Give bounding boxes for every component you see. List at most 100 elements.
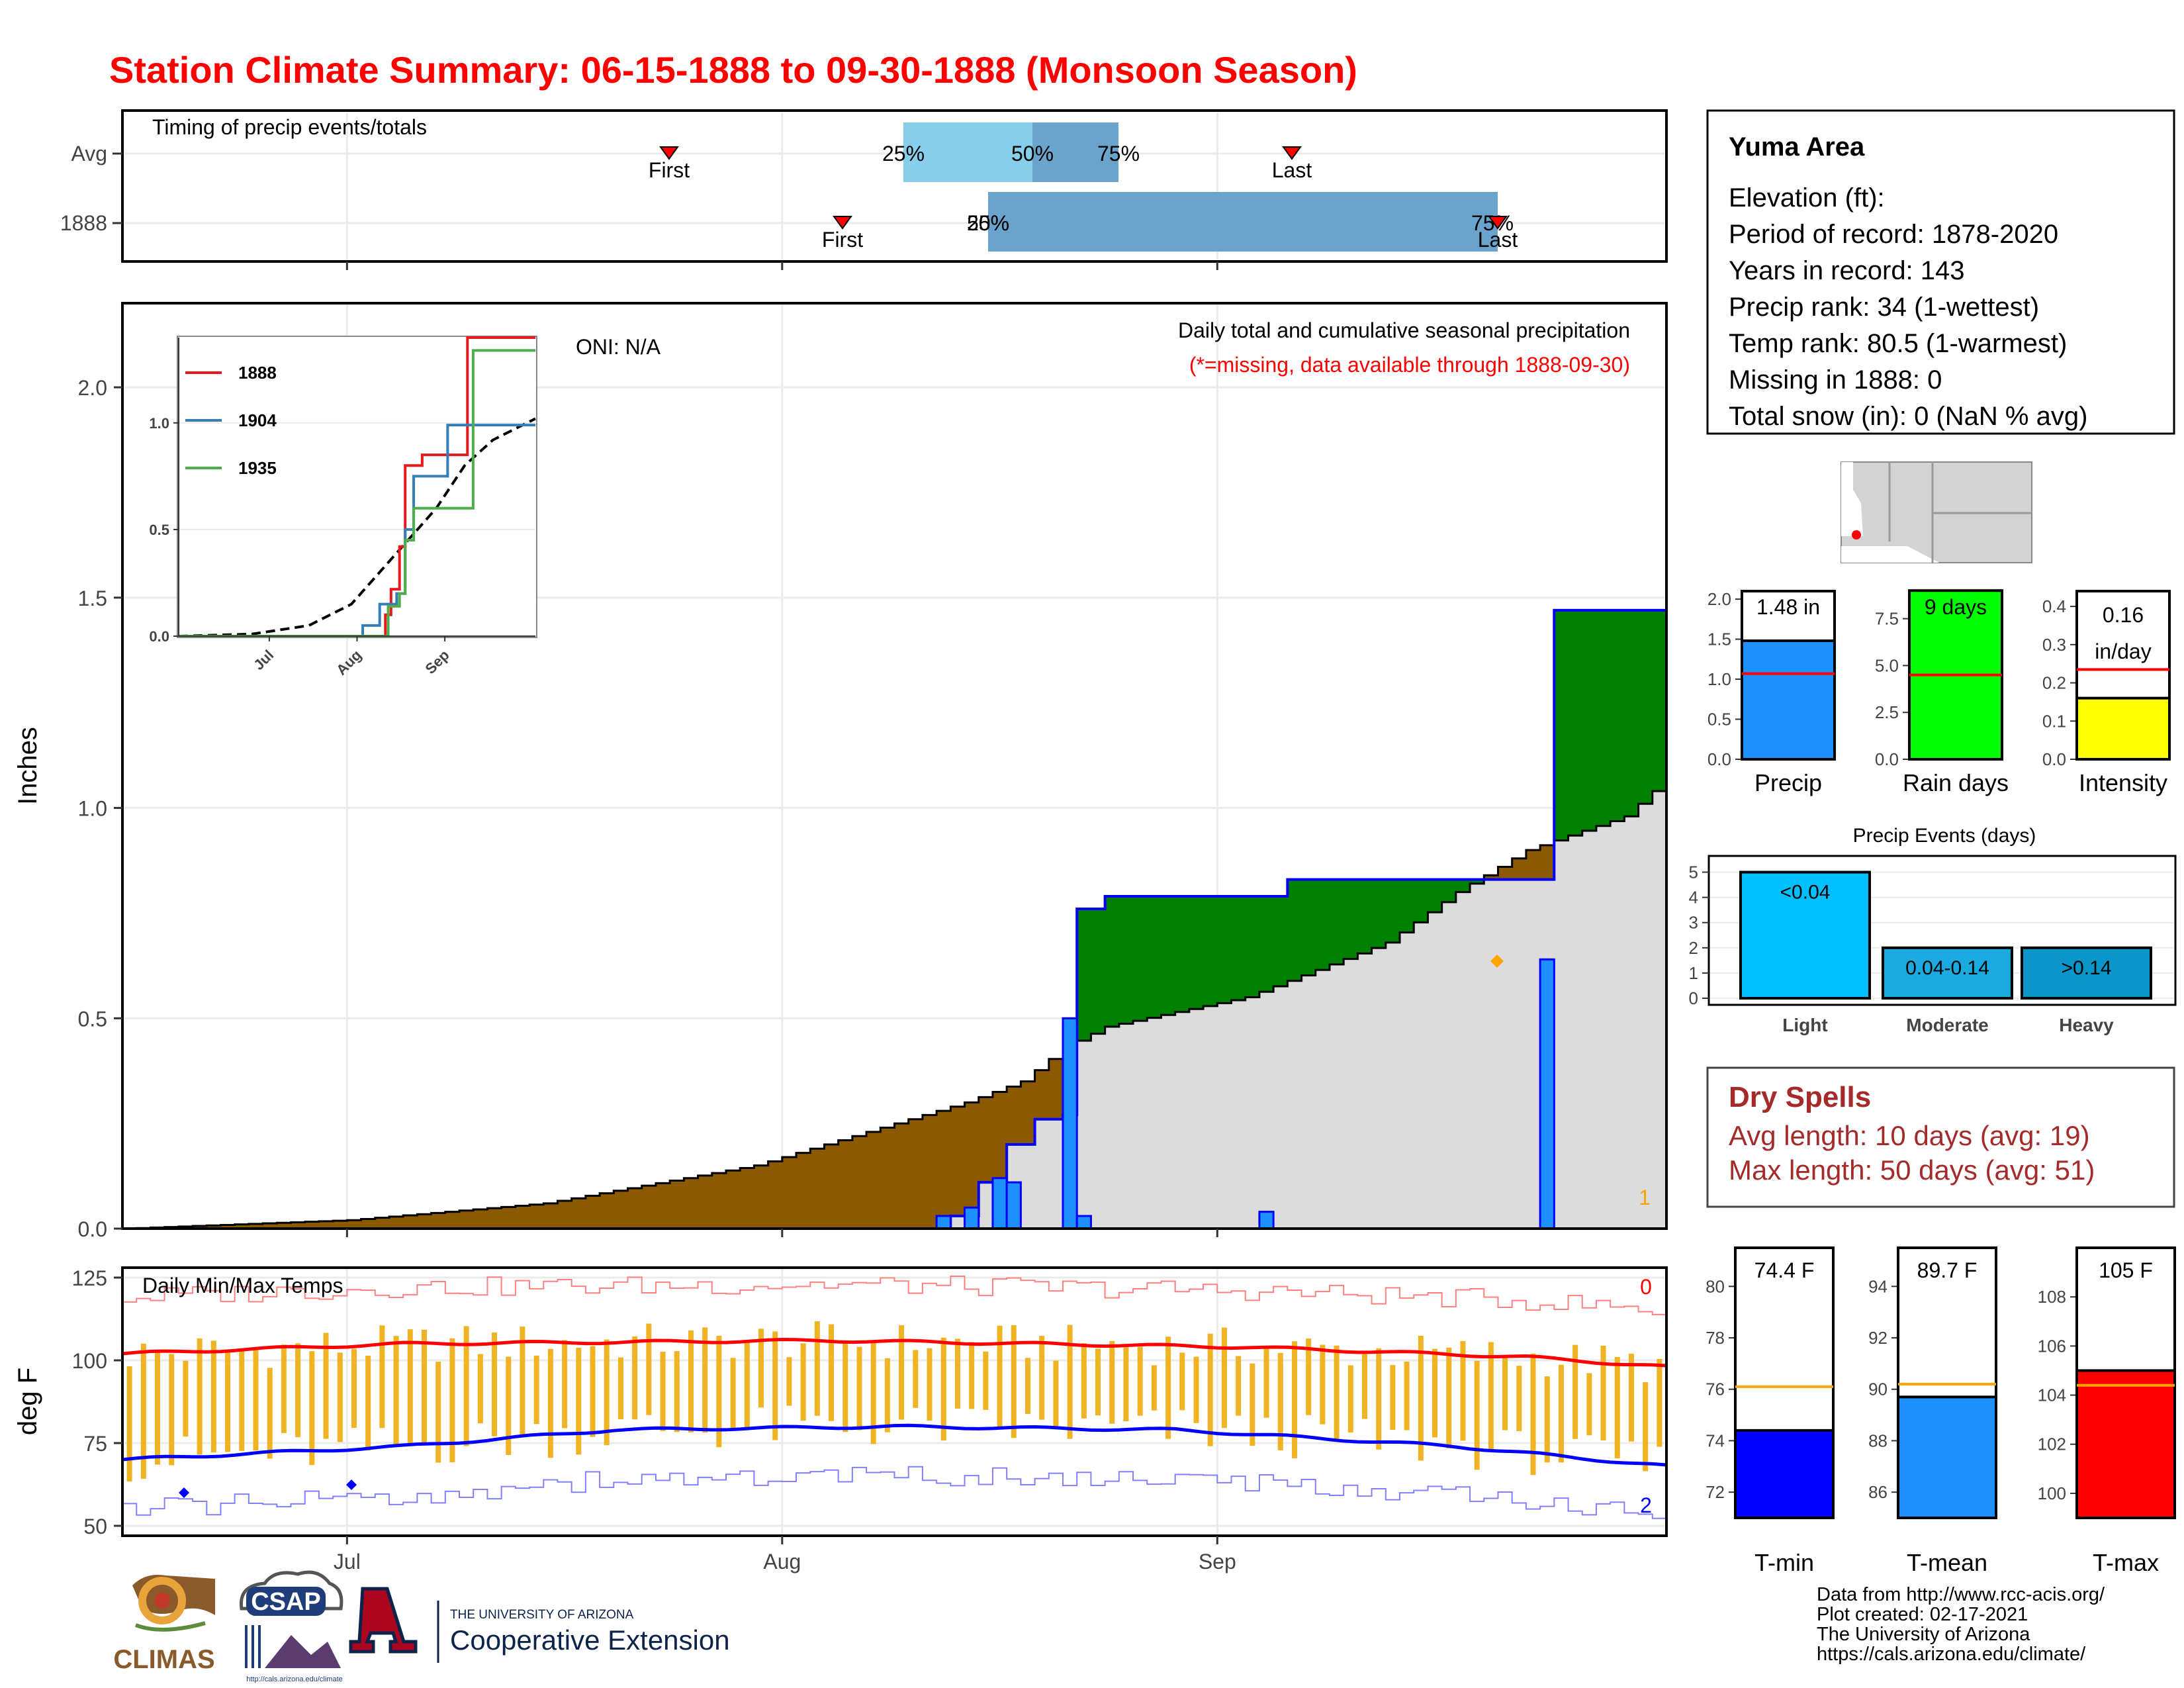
t-min-tick-label: 72: [1706, 1482, 1725, 1502]
inset-avg-line: [178, 417, 536, 637]
events-bar-label: 0.04-0.14: [1905, 957, 1989, 979]
t-min-tick-label: 78: [1706, 1328, 1725, 1348]
daily-temp-bar: [1474, 1360, 1480, 1470]
daily-temp-bar: [674, 1351, 680, 1432]
daily-precip-bar: [935, 1215, 952, 1230]
station-info-line: Total snow (in): 0 (NaN % avg): [1729, 402, 2087, 431]
daily-temp-bar: [1446, 1347, 1452, 1448]
t-max-value-label: 105 F: [2099, 1258, 2153, 1282]
daily-temp-bar: [1053, 1360, 1059, 1428]
daily-temp-bar: [267, 1368, 273, 1459]
daily-temp-bar: [884, 1358, 890, 1432]
avg-p50-label: 50%: [1011, 142, 1054, 165]
yr-iqr: [988, 192, 1498, 252]
station-info-line: Missing in 1888: 0: [1729, 365, 1942, 395]
temp-y-axis-title: deg F: [13, 1368, 42, 1435]
precip-panel: 0.0 0.5 1.0 1.5 2.0 Inches ONI: N/A Daily to…: [13, 302, 1668, 1241]
daily-temp-bar: [379, 1325, 385, 1429]
daily-temp-bar: [197, 1338, 203, 1455]
daily-temp-bar: [210, 1340, 216, 1453]
daily-temp-bar: [1207, 1333, 1213, 1446]
daily-temp-bar: [365, 1355, 371, 1451]
inset-legend-label: 1888: [238, 363, 277, 383]
daily-temp-bar: [1320, 1344, 1326, 1425]
daily-temp-bar: [1572, 1344, 1578, 1439]
daily-precip-bar: [1075, 1215, 1092, 1230]
inset-legend-label: 1935: [238, 458, 277, 478]
daily-temp-bar: [253, 1348, 259, 1451]
events-bar: [1739, 870, 1871, 1000]
events-category-label: Moderate: [1906, 1015, 1988, 1035]
csap-logo: CSAP http://cals.arizona.edu/climate: [239, 1570, 343, 1683]
daily-temp-bar: [1432, 1348, 1438, 1438]
temps-label: Daily Min/Max Temps: [142, 1274, 343, 1297]
daily-temp-bar: [829, 1324, 835, 1421]
daily-temp-bar: [1586, 1373, 1592, 1436]
inset-y-tick-label: 0.5: [149, 522, 169, 538]
events-tick-label: 2: [1689, 938, 1698, 958]
avg-p75-label: 75%: [1097, 142, 1140, 165]
temp-y-tick-label: 125: [72, 1266, 107, 1290]
station-info-line: Temp rank: 80.5 (1-warmest): [1729, 329, 2067, 358]
temps-corner-bottom: 2: [1640, 1493, 1652, 1517]
avg-cumulative-area: [122, 778, 1666, 1229]
daily-precip-bar: [1539, 958, 1555, 1230]
intensity-tick-label: 0.3: [2042, 635, 2066, 655]
rain-days-value-label: 9 days: [1925, 595, 1987, 619]
t-min-tick-label: 74: [1706, 1430, 1725, 1450]
inset-legend-label: 1904: [238, 410, 277, 430]
events-bar: [1882, 946, 2013, 1000]
university-logo: A THE UNIVERSITY OF ARIZONA Cooperative …: [349, 1587, 730, 1663]
daily-temp-bar: [1151, 1365, 1157, 1411]
rain-days-tick-label: 5.0: [1875, 655, 1899, 675]
t-min-bar: [1734, 1429, 1835, 1520]
station-info-box: Yuma Area Elevation (ft): Period of recor…: [1706, 109, 2175, 435]
daily-precip-bar: [964, 1206, 980, 1230]
daily-temp-bar: [463, 1326, 469, 1446]
inset-y-tick-label: 1.0: [149, 415, 169, 432]
daily-temp-bar: [225, 1350, 231, 1452]
precip-bar: [1741, 639, 1836, 761]
avg-last-marker: [1282, 146, 1302, 160]
daily-temp-bar: [702, 1327, 708, 1433]
avg-last-label: Last: [1272, 158, 1312, 182]
daily-temp-bar: [1067, 1325, 1073, 1439]
yr-last-marker: [1488, 216, 1508, 230]
max-daily-marker: [1490, 955, 1504, 968]
t-mean-tick-label: 92: [1868, 1328, 1888, 1348]
precip-tick-label: 1.5: [1707, 630, 1731, 649]
daily-temp-bar: [814, 1321, 820, 1416]
daily-temp-bar: [183, 1360, 189, 1437]
daily-temp-bar: [126, 1366, 132, 1482]
rain-days-tick-label: 2.5: [1875, 702, 1899, 722]
temp-y-tick-label: 50: [83, 1515, 107, 1538]
t-mean-tick-label: 86: [1868, 1482, 1888, 1502]
page-title: Station Climate Summary: 06-15-1888 to 0…: [109, 49, 1357, 91]
daily-temp-bar: [140, 1343, 146, 1479]
daily-temp-bar: [1277, 1352, 1283, 1450]
daily-temp-bar: [969, 1342, 975, 1409]
daily-temp-bar: [1095, 1348, 1101, 1416]
yr-first-marker: [833, 216, 852, 230]
precip-tick-label: 0.5: [1707, 710, 1731, 729]
record-min-line: [122, 1466, 1666, 1519]
intensity-tick-label: 0.0: [2042, 749, 2066, 769]
precip-y-axis-title: Inches: [13, 727, 42, 805]
daily-temp-bar: [1039, 1336, 1045, 1420]
yr-p25-label: 25%: [967, 211, 1009, 235]
t-min-axis-label: T-min: [1754, 1549, 1814, 1576]
t-mean-value-label: 89.7 F: [1917, 1258, 1978, 1282]
daily-temp-bar: [1236, 1356, 1242, 1416]
precip-tick-label: 2.0: [1707, 589, 1731, 609]
intensity-tick-label: 0.2: [2042, 673, 2066, 693]
events-bar-label: <0.04: [1780, 882, 1831, 904]
avg-cumulative-line: [122, 778, 1668, 1230]
credit-line: Plot created: 02-17-2021: [1817, 1604, 2028, 1625]
daily-temp-bar: [1488, 1342, 1494, 1451]
csap-wordmark: CSAP: [251, 1588, 321, 1616]
intensity-tick-label: 0.1: [2042, 711, 2066, 731]
precip-y-tick-label: 0.0: [78, 1217, 107, 1241]
t-mean-tick-label: 90: [1868, 1380, 1888, 1399]
daily-temp-bar: [1544, 1376, 1550, 1463]
daily-temp-bar: [1404, 1361, 1410, 1430]
